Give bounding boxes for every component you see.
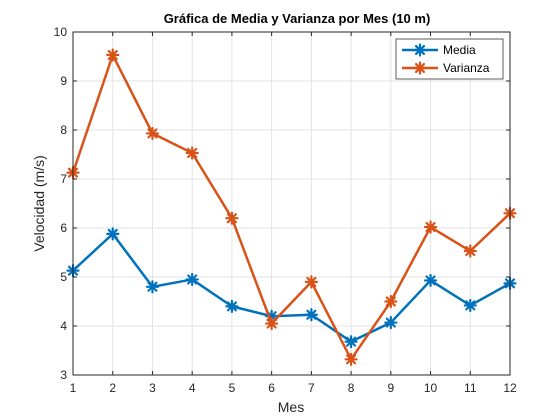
x-tick-label: 8 xyxy=(348,381,355,395)
y-tick-label: 7 xyxy=(60,172,67,186)
varianza-point xyxy=(384,294,398,309)
media-point xyxy=(463,298,477,313)
media-point xyxy=(304,308,318,322)
media-point xyxy=(185,272,199,287)
x-tick-label: 9 xyxy=(387,381,394,395)
y-tick-label: 8 xyxy=(60,123,67,137)
plot-area xyxy=(73,32,510,375)
media-point xyxy=(225,299,239,313)
y-tick-label: 10 xyxy=(54,25,68,39)
varianza-point xyxy=(304,275,318,289)
varianza-point xyxy=(145,126,160,141)
x-tick-label: 6 xyxy=(268,381,275,395)
x-tick-label: 4 xyxy=(189,381,196,395)
y-tick-label: 4 xyxy=(60,319,67,333)
x-tick-labels: 1 2 3 4 5 6 7 8 9 10 11 12 xyxy=(70,381,517,395)
y-tick-label: 5 xyxy=(60,270,67,284)
y-tick-label: 9 xyxy=(60,74,67,88)
media-point xyxy=(423,273,438,288)
axis-ticks xyxy=(72,31,511,376)
varianza-line xyxy=(71,53,511,361)
legend-label: Media xyxy=(443,43,476,57)
varianza-point xyxy=(423,220,438,234)
varianza-point xyxy=(106,48,120,62)
media-point xyxy=(384,315,398,330)
y-axis-label: Velocidad (m/s) xyxy=(31,155,47,251)
x-tick-label: 10 xyxy=(424,381,438,395)
varianza-point xyxy=(265,316,279,331)
media-point xyxy=(145,280,160,294)
chart-title: Gráfica de Media y Varianza por Mes (10 … xyxy=(164,11,431,26)
media-line xyxy=(72,232,511,343)
legend-box xyxy=(395,38,504,80)
y-tick-label: 6 xyxy=(60,221,67,235)
x-tick-label: 12 xyxy=(503,381,517,395)
x-tick-label: 2 xyxy=(109,381,116,395)
x-tick-label: 11 xyxy=(464,381,477,395)
x-tick-label: 5 xyxy=(229,381,236,395)
axes-box xyxy=(72,31,511,376)
y-tick-labels: 3 4 5 6 7 8 9 10 xyxy=(54,25,68,382)
legend-marker xyxy=(413,43,427,57)
x-tick-label: 3 xyxy=(149,381,156,395)
media-point xyxy=(106,227,120,241)
varianza-point xyxy=(225,211,239,225)
varianza-point xyxy=(185,146,199,160)
x-tick-label: 1 xyxy=(70,381,77,395)
media-point xyxy=(344,335,358,349)
x-tick-label: 7 xyxy=(308,381,315,395)
x-axis-label: Mes xyxy=(278,399,304,415)
legend-marker xyxy=(413,61,427,75)
legend-item-varianza: Varianza xyxy=(402,61,490,75)
series-varianza xyxy=(66,48,517,366)
legend-item-media: Media xyxy=(402,43,476,57)
varianza-point xyxy=(463,244,477,258)
y-tick-label: 3 xyxy=(60,368,67,382)
varianza-point xyxy=(344,352,358,366)
legend: Media Varianza xyxy=(395,38,504,80)
legend-label: Varianza xyxy=(443,61,490,75)
